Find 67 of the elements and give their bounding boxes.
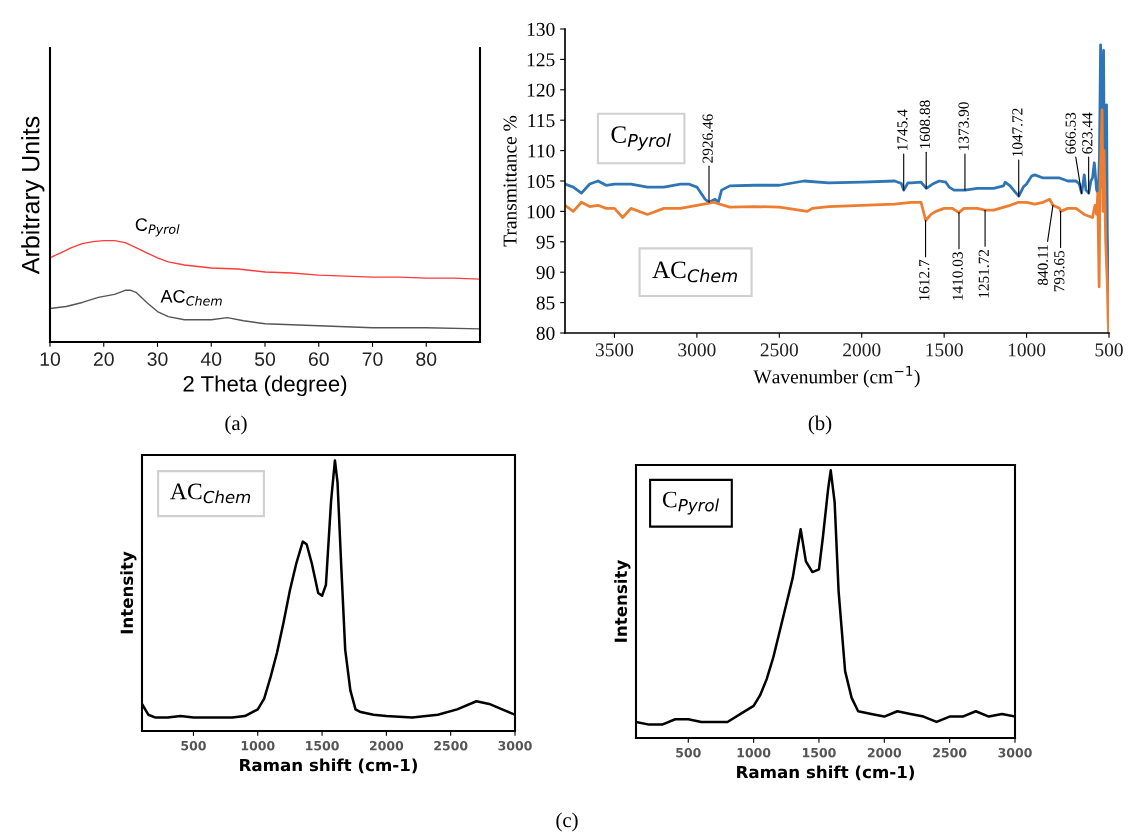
y-tick-label: 80 <box>536 326 555 340</box>
x-tick-label: 3000 <box>998 747 1032 758</box>
annotation: 1612.7 <box>919 259 930 301</box>
x-axis-title: Wavenumber (cm$^{−1}$) <box>753 365 920 388</box>
annotation: 1373.90 <box>958 102 969 150</box>
series-label: C$_{Pyrol}$ <box>135 218 180 237</box>
text: (c) <box>556 812 578 832</box>
annotation: 1047.72 <box>1012 108 1023 156</box>
x-tick-label: 2000 <box>843 343 881 357</box>
annotation: 1608.88 <box>919 100 931 149</box>
x-axis-title: Raman shift (cm-1) <box>240 758 418 774</box>
x-axis-title: 2 Theta (degree) <box>183 375 347 397</box>
x-tick-label: 2000 <box>867 747 902 758</box>
y-tick-label: 95 <box>536 235 555 249</box>
x-tick-label: 2500 <box>933 747 967 758</box>
x-tick-label: 20 <box>93 352 114 366</box>
series-label: AC$_{Chem}$ <box>160 289 222 306</box>
y-tick-label: 85 <box>536 296 555 310</box>
annotation: 2926.46 <box>702 114 713 163</box>
annotation: 1410.03 <box>952 252 963 300</box>
y-tick-label: 100 <box>527 205 555 219</box>
series-label: C$_{Pyrol}$ <box>611 126 671 151</box>
y-tick-label: 130 <box>527 22 555 36</box>
y-tick-label: 125 <box>527 53 555 67</box>
series-label: AC$_{Chem}$ <box>652 261 737 283</box>
x-tick-label: 1000 <box>737 747 771 758</box>
x-tick-label: 1500 <box>802 747 836 758</box>
y-axis-title: Intensity <box>614 559 631 642</box>
x-tick-label: 500 <box>676 747 701 758</box>
y-tick-label: 105 <box>527 174 555 188</box>
annotation: 840.11 <box>1037 245 1049 286</box>
x-tick-label: 1000 <box>241 740 275 751</box>
x-tick-label: 1500 <box>926 343 963 357</box>
y-tick-label: 110 <box>528 144 555 158</box>
x-tick-label: 40 <box>200 352 222 366</box>
x-tick-label: 3000 <box>498 740 532 751</box>
x-tick-label: 3000 <box>678 343 716 357</box>
y-tick-label: 120 <box>527 83 555 97</box>
x-tick-label: 3500 <box>595 343 634 357</box>
x-axis-title: Raman shift (cm-1) <box>737 765 915 781</box>
y-axis-title: Arbitrary Units <box>21 116 45 275</box>
x-tick-label: 2500 <box>760 343 799 357</box>
x-tick-label: 500 <box>1095 343 1123 357</box>
text: (a) <box>225 415 247 435</box>
annotation: 1745.4 <box>897 109 908 150</box>
annotation: 1251.72 <box>978 249 989 298</box>
text: AC$_{Chem}$ <box>170 483 251 504</box>
annotation: 623.44 <box>1082 112 1093 154</box>
annotation: 666.53 <box>1065 112 1076 154</box>
x-tick-label: 50 <box>254 352 276 366</box>
x-tick-label: 60 <box>308 352 329 366</box>
x-tick-label: 1500 <box>306 740 339 751</box>
y-axis-title: Intensity <box>120 551 137 634</box>
x-tick-label: 2000 <box>369 740 404 751</box>
x-tick-label: 500 <box>181 740 206 751</box>
text: C$_{Pyrol}$ <box>662 491 720 515</box>
x-tick-label: 70 <box>362 352 383 366</box>
y-axis-title: Transmittance % <box>503 115 517 247</box>
x-tick-label: 30 <box>147 352 168 366</box>
x-tick-label: 2500 <box>434 740 468 751</box>
x-tick-label: 1000 <box>1008 343 1046 357</box>
y-tick-label: 115 <box>528 114 555 128</box>
annotation: 793.65 <box>1054 250 1065 292</box>
y-tick-label: 90 <box>536 266 555 280</box>
x-tick-label: 10 <box>40 352 61 366</box>
x-tick-label: 80 <box>416 352 437 366</box>
text: (b) <box>808 415 832 435</box>
